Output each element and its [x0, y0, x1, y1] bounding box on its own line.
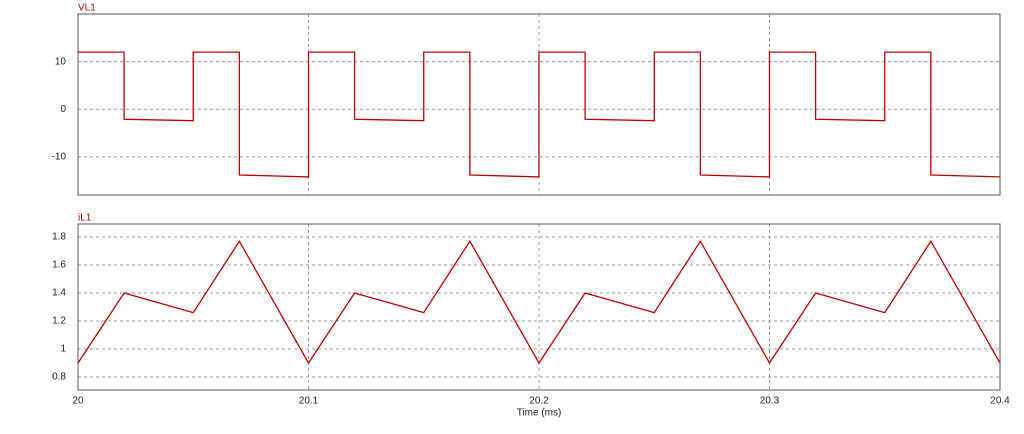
- x-axis-label: Time (ms): [517, 408, 562, 419]
- x-tick-label: 20.1: [299, 396, 319, 407]
- y-tick-label: 1.6: [52, 260, 66, 271]
- x-tick-label: 20: [72, 396, 84, 407]
- y-tick-label: 10: [55, 56, 67, 67]
- y-tick-label: 1.2: [52, 316, 66, 327]
- y-tick-label: 1.8: [52, 232, 66, 243]
- panel-title: VL1: [78, 3, 96, 14]
- y-tick-label: 0.8: [52, 372, 66, 383]
- panel-title: iL1: [78, 213, 92, 224]
- x-tick-label: 20.4: [990, 396, 1010, 407]
- plot-frame: [77, 223, 1001, 391]
- y-tick-label: 1.4: [52, 288, 66, 299]
- x-tick-label: 20.3: [760, 396, 780, 407]
- series-line: [77, 239, 1001, 365]
- x-tick-label: 20.2: [529, 396, 549, 407]
- y-tick-label: -10: [52, 152, 67, 163]
- y-tick-label: 0: [60, 104, 66, 115]
- series-line: [78, 51, 1001, 178]
- plot-frame: [77, 13, 1001, 196]
- y-tick-label: 1: [60, 344, 66, 355]
